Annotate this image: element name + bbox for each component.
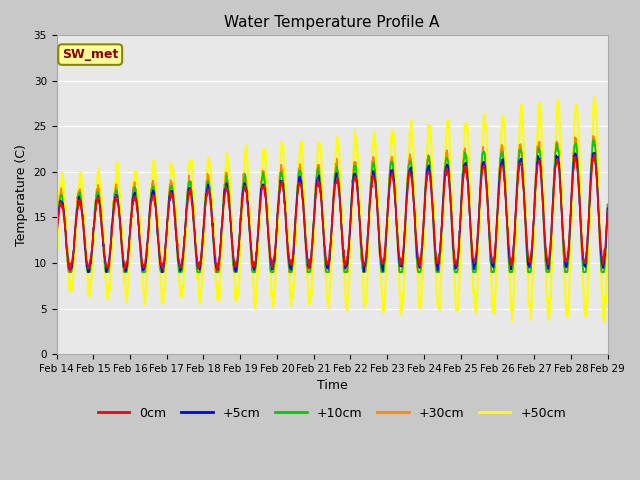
+30cm <box>490 269 498 275</box>
+10cm <box>604 202 611 207</box>
+50cm <box>52 246 60 252</box>
+10cm <box>175 269 183 275</box>
Line: +5cm: +5cm <box>56 153 607 272</box>
Text: SW_met: SW_met <box>62 48 118 61</box>
0cm <box>162 240 170 246</box>
+10cm <box>52 228 60 234</box>
+30cm <box>604 202 611 207</box>
+10cm <box>237 207 245 213</box>
+30cm <box>237 211 245 216</box>
+30cm <box>65 269 72 275</box>
+10cm <box>66 269 74 275</box>
+30cm <box>418 252 426 258</box>
+5cm <box>52 238 60 243</box>
+5cm <box>490 258 498 264</box>
Line: +30cm: +30cm <box>56 136 607 272</box>
0cm <box>418 244 426 250</box>
+30cm <box>589 133 597 139</box>
+50cm <box>162 265 170 271</box>
+50cm <box>600 319 608 324</box>
+5cm <box>84 269 92 275</box>
+5cm <box>539 195 547 201</box>
+10cm <box>539 194 547 200</box>
+5cm <box>418 246 426 252</box>
+10cm <box>490 266 498 272</box>
0cm <box>539 193 547 199</box>
+50cm <box>538 145 546 151</box>
Line: 0cm: 0cm <box>56 155 607 271</box>
+50cm <box>490 293 497 299</box>
+50cm <box>591 94 598 100</box>
Legend: 0cm, +5cm, +10cm, +30cm, +50cm: 0cm, +5cm, +10cm, +30cm, +50cm <box>93 402 571 425</box>
0cm <box>590 152 598 157</box>
+50cm <box>418 299 426 304</box>
+10cm <box>162 236 170 241</box>
+30cm <box>539 190 547 196</box>
Line: +50cm: +50cm <box>56 97 607 322</box>
+10cm <box>589 137 597 143</box>
0cm <box>213 268 221 274</box>
Y-axis label: Temperature (C): Temperature (C) <box>15 144 28 246</box>
0cm <box>237 212 245 218</box>
+30cm <box>162 240 170 245</box>
0cm <box>52 230 60 236</box>
+5cm <box>591 150 598 156</box>
+5cm <box>604 205 611 211</box>
X-axis label: Time: Time <box>317 379 348 392</box>
+5cm <box>162 236 170 241</box>
Title: Water Temperature Profile A: Water Temperature Profile A <box>225 15 440 30</box>
0cm <box>604 207 611 213</box>
+5cm <box>175 264 183 269</box>
0cm <box>490 255 498 261</box>
+50cm <box>175 278 183 284</box>
+5cm <box>237 216 245 222</box>
Line: +10cm: +10cm <box>56 140 607 272</box>
+10cm <box>418 251 426 256</box>
+30cm <box>175 269 183 275</box>
+50cm <box>237 233 244 239</box>
+30cm <box>52 232 60 238</box>
0cm <box>175 258 183 264</box>
+50cm <box>604 233 611 239</box>
